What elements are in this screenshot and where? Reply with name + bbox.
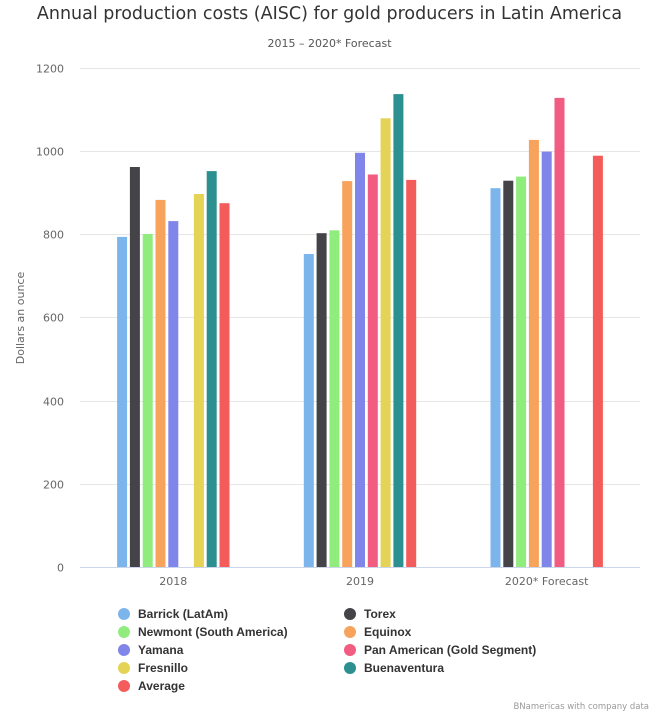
bar-buenaventura-2018[interactable] bbox=[206, 171, 217, 567]
bar-average-2020-forecast[interactable] bbox=[592, 155, 603, 567]
x-tick-label: 2020* Forecast bbox=[505, 575, 589, 588]
legend-marker-icon bbox=[118, 644, 130, 656]
legend-marker-icon bbox=[118, 662, 130, 674]
legend-item[interactable]: Equinox bbox=[344, 623, 411, 641]
bar-equinox-2019[interactable] bbox=[342, 181, 353, 567]
bar-fresnillo-2019[interactable] bbox=[380, 118, 391, 568]
bar-barrick-latam-2018[interactable] bbox=[117, 236, 128, 567]
bar-yamana-2019[interactable] bbox=[355, 152, 365, 568]
legend-item[interactable]: Pan American (Gold Segment) bbox=[344, 641, 536, 659]
bar-fresnillo-2018[interactable] bbox=[193, 194, 204, 567]
y-tick-label: 200 bbox=[43, 479, 64, 492]
legend-marker-icon bbox=[118, 608, 130, 620]
legend-label: Buenaventura bbox=[364, 661, 445, 675]
y-tick-label: 600 bbox=[43, 312, 64, 325]
legend-item[interactable]: Yamana bbox=[118, 641, 183, 659]
bar-yamana-2020-forecast[interactable] bbox=[541, 151, 552, 567]
legend-item[interactable]: Barrick (LatAm) bbox=[118, 605, 228, 623]
legend-marker-icon bbox=[118, 626, 130, 638]
legend-marker-icon bbox=[344, 608, 356, 620]
bar-torex-2018[interactable] bbox=[129, 167, 140, 567]
legend-label: Equinox bbox=[364, 625, 412, 639]
y-axis-label: Dollars an ounce bbox=[14, 272, 27, 365]
legend-label: Newmont (South America) bbox=[138, 625, 288, 639]
x-tick-label: 2018 bbox=[159, 575, 187, 588]
chart-subtitle: 2015 – 2020* Forecast bbox=[267, 37, 392, 50]
bar-equinox-2020-forecast[interactable] bbox=[528, 139, 539, 567]
bar-torex-2020-forecast[interactable] bbox=[503, 180, 514, 567]
bar-buenaventura-2019[interactable] bbox=[393, 94, 404, 567]
x-tick-label: 2019 bbox=[346, 575, 374, 588]
y-tick-label: 1000 bbox=[36, 146, 64, 159]
bar-yamana-2018[interactable] bbox=[168, 221, 179, 567]
bar-torex-2019[interactable] bbox=[316, 233, 327, 567]
legend-marker-icon bbox=[344, 626, 356, 638]
legend-label: Yamana bbox=[138, 643, 184, 657]
bar-newmont-south-america-2019[interactable] bbox=[329, 230, 340, 568]
legend-item[interactable]: Torex bbox=[344, 605, 396, 623]
legend-label: Barrick (LatAm) bbox=[138, 607, 229, 621]
chart-title: Annual production costs (AISC) for gold … bbox=[36, 4, 623, 24]
bar-average-2018[interactable] bbox=[219, 203, 230, 567]
y-tick-label: 800 bbox=[43, 229, 64, 242]
legend-marker-icon bbox=[344, 662, 356, 674]
bar-newmont-south-america-2020-forecast[interactable] bbox=[516, 176, 527, 567]
legend-label: Pan American (Gold Segment) bbox=[364, 643, 537, 657]
legend-item[interactable]: Fresnillo bbox=[118, 659, 188, 677]
bar-pan-american-gold-segment-2019[interactable] bbox=[367, 174, 378, 568]
legend-label: Fresnillo bbox=[138, 661, 189, 675]
y-tick-label: 1200 bbox=[36, 63, 64, 76]
bar-pan-american-gold-segment-2020-forecast[interactable] bbox=[554, 97, 565, 568]
bar-equinox-2018[interactable] bbox=[155, 199, 166, 567]
bar-barrick-latam-2019[interactable] bbox=[303, 254, 314, 567]
y-axis-ticks: 0 200 400 600 800 1000 1200 bbox=[36, 63, 64, 575]
legend-marker-icon bbox=[118, 680, 130, 692]
bars bbox=[117, 94, 603, 568]
bar-barrick-latam-2020-forecast[interactable] bbox=[490, 188, 501, 567]
legend-item[interactable]: Average bbox=[118, 677, 185, 695]
legend-label: Torex bbox=[364, 607, 396, 621]
bar-average-2019[interactable] bbox=[406, 179, 417, 567]
bar-newmont-south-america-2018[interactable] bbox=[142, 234, 153, 567]
legend-item[interactable]: Buenaventura bbox=[344, 659, 444, 677]
legend-label: Average bbox=[138, 679, 185, 693]
credits[interactable]: BNamericas with company data bbox=[513, 702, 649, 712]
legend-item[interactable]: Newmont (South America) bbox=[118, 623, 288, 641]
x-axis-ticks: 2018 2019 2020* Forecast bbox=[159, 575, 589, 588]
y-tick-label: 0 bbox=[57, 562, 64, 575]
legend-marker-icon bbox=[344, 644, 356, 656]
y-tick-label: 400 bbox=[43, 396, 64, 409]
